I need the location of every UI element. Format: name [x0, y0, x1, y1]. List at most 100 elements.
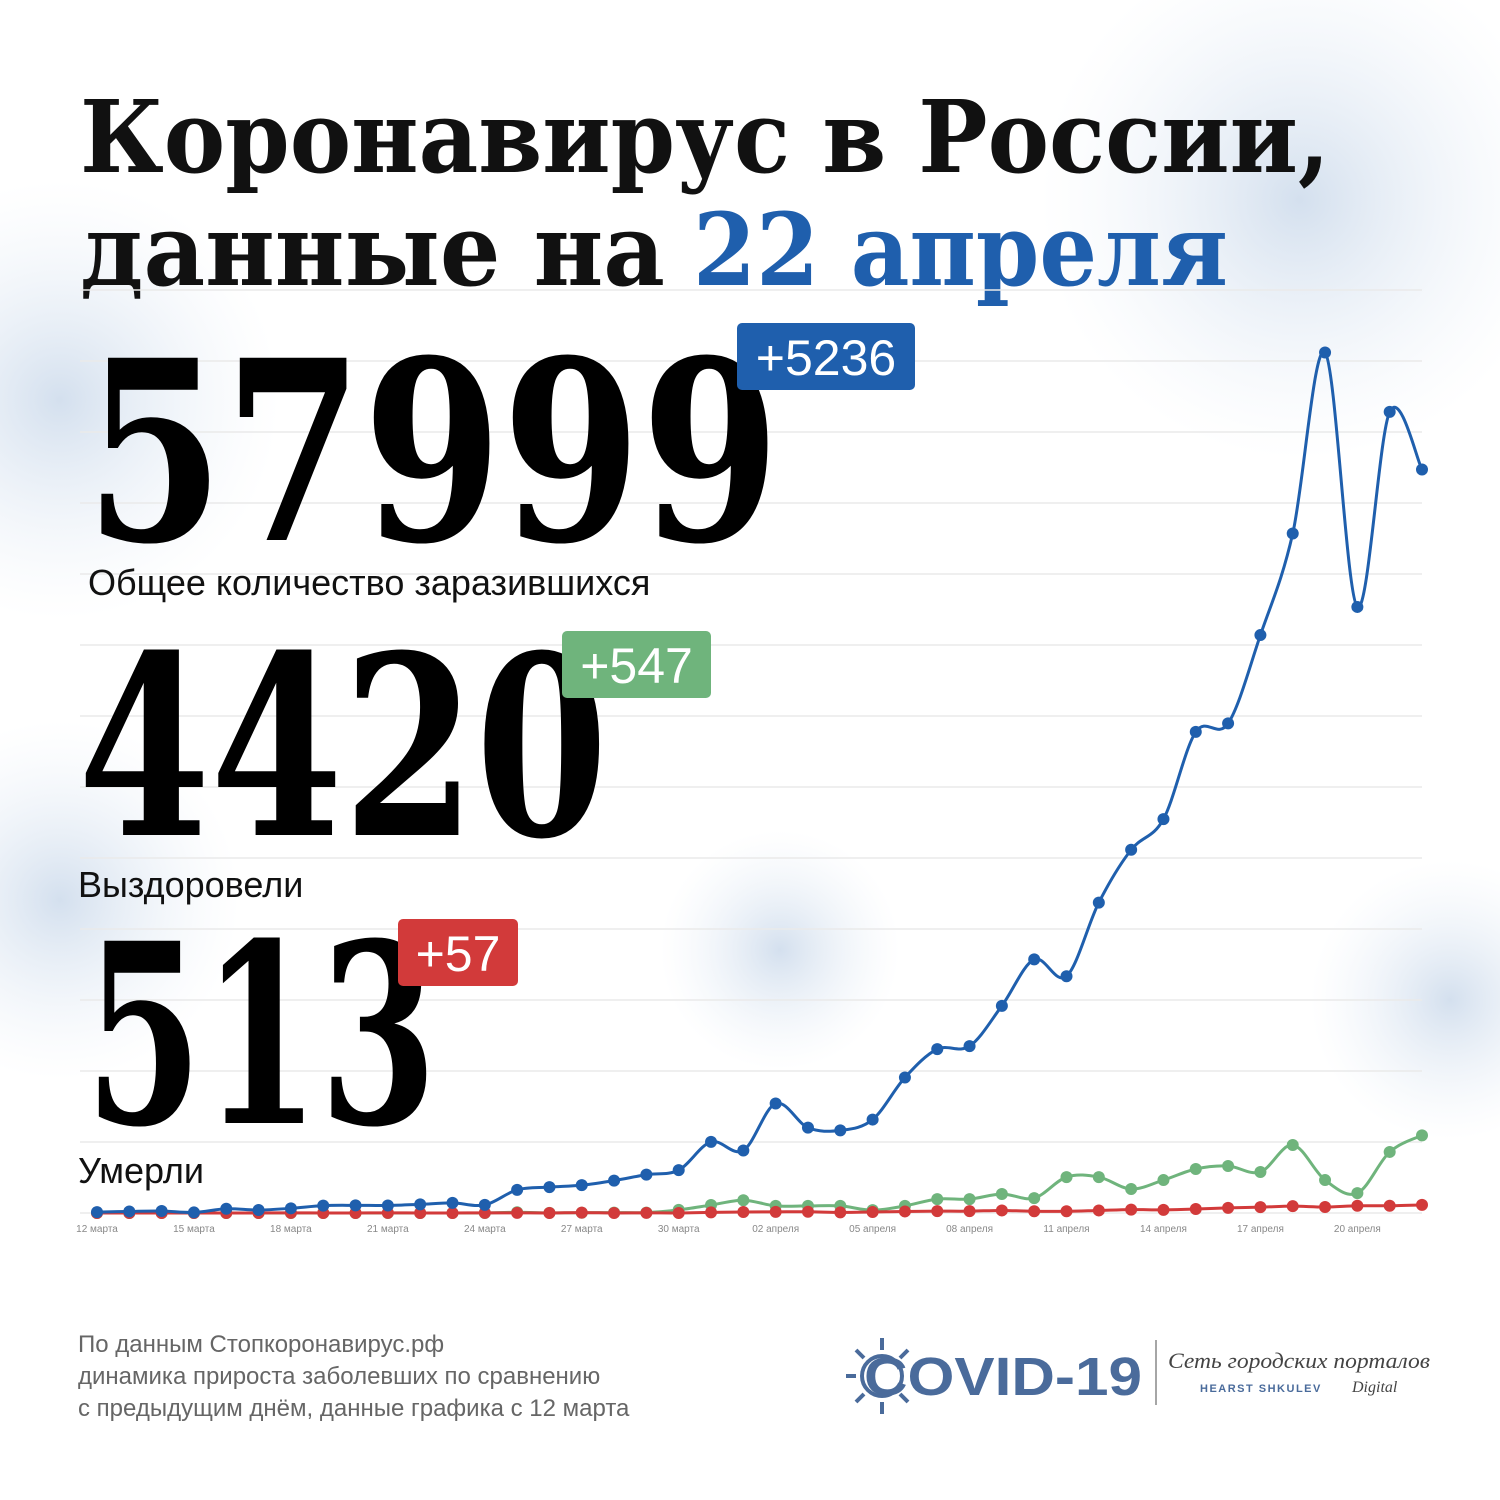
data-point [1286, 527, 1299, 540]
data-point [1383, 1145, 1396, 1158]
data-point [834, 1124, 847, 1137]
data-point [155, 1205, 168, 1218]
data-point [1319, 346, 1332, 359]
x-tick-label: 11 апреля [1043, 1224, 1089, 1235]
data-point [1416, 1129, 1428, 1142]
data-point [1157, 813, 1170, 826]
stat-change-badge [737, 323, 915, 390]
data-point [995, 1187, 1008, 1200]
data-point [349, 1199, 362, 1212]
data-point [931, 1205, 944, 1218]
data-point [1222, 1159, 1235, 1172]
data-point [963, 1193, 976, 1206]
data-point [1286, 1138, 1299, 1151]
data-point [511, 1206, 524, 1219]
data-point [672, 1207, 685, 1219]
data-point [1125, 1203, 1138, 1216]
data-point [801, 1205, 814, 1218]
data-point [1028, 953, 1041, 966]
data-point [608, 1174, 621, 1187]
data-point [1092, 896, 1105, 909]
logo-brand-suffix: Digital [1351, 1379, 1398, 1396]
logo-brand: HEARST SHKULEV [1200, 1383, 1322, 1395]
data-point [446, 1207, 459, 1219]
data-point [737, 1206, 750, 1219]
data-point [1125, 843, 1138, 856]
data-point [1254, 1165, 1267, 1178]
data-point [1254, 1201, 1267, 1214]
data-point [1028, 1192, 1041, 1205]
data-point [478, 1198, 491, 1211]
data-point [672, 1164, 685, 1177]
virus-icon [846, 1338, 910, 1414]
title-line: данные на [80, 191, 665, 309]
x-tick-label: 20 апреля [1334, 1224, 1381, 1235]
data-point [1157, 1174, 1170, 1187]
stats: 57999+5236 Общее количество заразившихся4… [78, 305, 915, 1191]
x-tick-label: 15 марта [173, 1224, 215, 1235]
data-point [123, 1205, 136, 1218]
data-point [1351, 1199, 1364, 1212]
data-point [705, 1206, 718, 1219]
footer-line: с предыдущим днём, данные графика с 12 м… [78, 1395, 630, 1422]
data-point [1092, 1171, 1105, 1184]
data-point [575, 1179, 588, 1192]
data-point [705, 1135, 718, 1148]
data-point [1222, 717, 1235, 730]
data-point [737, 1144, 750, 1157]
data-point [284, 1202, 297, 1215]
data-point [1383, 405, 1396, 418]
data-point [1319, 1174, 1332, 1187]
data-point [769, 1097, 782, 1110]
stat-change: +57 [416, 926, 501, 982]
data-point [1060, 970, 1073, 983]
data-point [1351, 1187, 1364, 1200]
stat-label: Выздоровели [78, 864, 303, 905]
stat-label: Умерли [78, 1150, 204, 1191]
data-point [963, 1205, 976, 1218]
data-point [1254, 629, 1267, 642]
data-point [866, 1206, 879, 1219]
data-point [1157, 1203, 1170, 1216]
logo-name: COVID-19 [864, 1347, 1142, 1407]
title-date: 22 апреля [693, 191, 1228, 309]
footer: По данным Стопкоронавирус.рф динамика при… [78, 1331, 630, 1422]
stat-change: +5236 [756, 330, 896, 386]
data-point [1383, 1199, 1396, 1212]
data-point [91, 1206, 103, 1219]
x-tick-label: 27 марта [561, 1224, 603, 1235]
data-point [414, 1207, 427, 1219]
data-point [543, 1207, 556, 1219]
series-line [96, 350, 1424, 1214]
data-point [931, 1193, 944, 1206]
x-tick-label: 02 апреля [752, 1224, 799, 1235]
footer-line: динамика прироста заболевших по сравнени… [78, 1363, 600, 1390]
data-point [737, 1194, 750, 1207]
data-point [543, 1181, 556, 1194]
data-point [866, 1113, 879, 1126]
data-point [381, 1199, 394, 1212]
x-tick-label: 18 марта [270, 1224, 312, 1235]
data-point [1060, 1205, 1073, 1218]
data-point [995, 1204, 1008, 1217]
stat-value: 4420 [78, 600, 608, 894]
data-point [1222, 1201, 1235, 1214]
title-line: Коронавирус в России, [80, 78, 1330, 196]
data-point [511, 1183, 524, 1196]
logo-network: Сеть городских порталов [1168, 1348, 1430, 1373]
stat-value: 57999 [85, 305, 780, 599]
stat-label: Общее количество заразившихся [88, 562, 650, 603]
data-point [931, 1043, 944, 1056]
data-point [640, 1168, 653, 1181]
data-point [446, 1196, 459, 1209]
x-tick-label: 08 апреля [946, 1224, 993, 1235]
data-point [898, 1205, 911, 1218]
stat-change: +547 [580, 638, 693, 694]
stat-change-badge [562, 631, 711, 698]
x-tick-label: 12 марта [76, 1224, 118, 1235]
x-tick-label: 21 марта [367, 1224, 409, 1235]
data-point [1028, 1205, 1041, 1218]
data-point [963, 1040, 976, 1053]
data-point [801, 1121, 814, 1134]
data-point [769, 1205, 782, 1218]
